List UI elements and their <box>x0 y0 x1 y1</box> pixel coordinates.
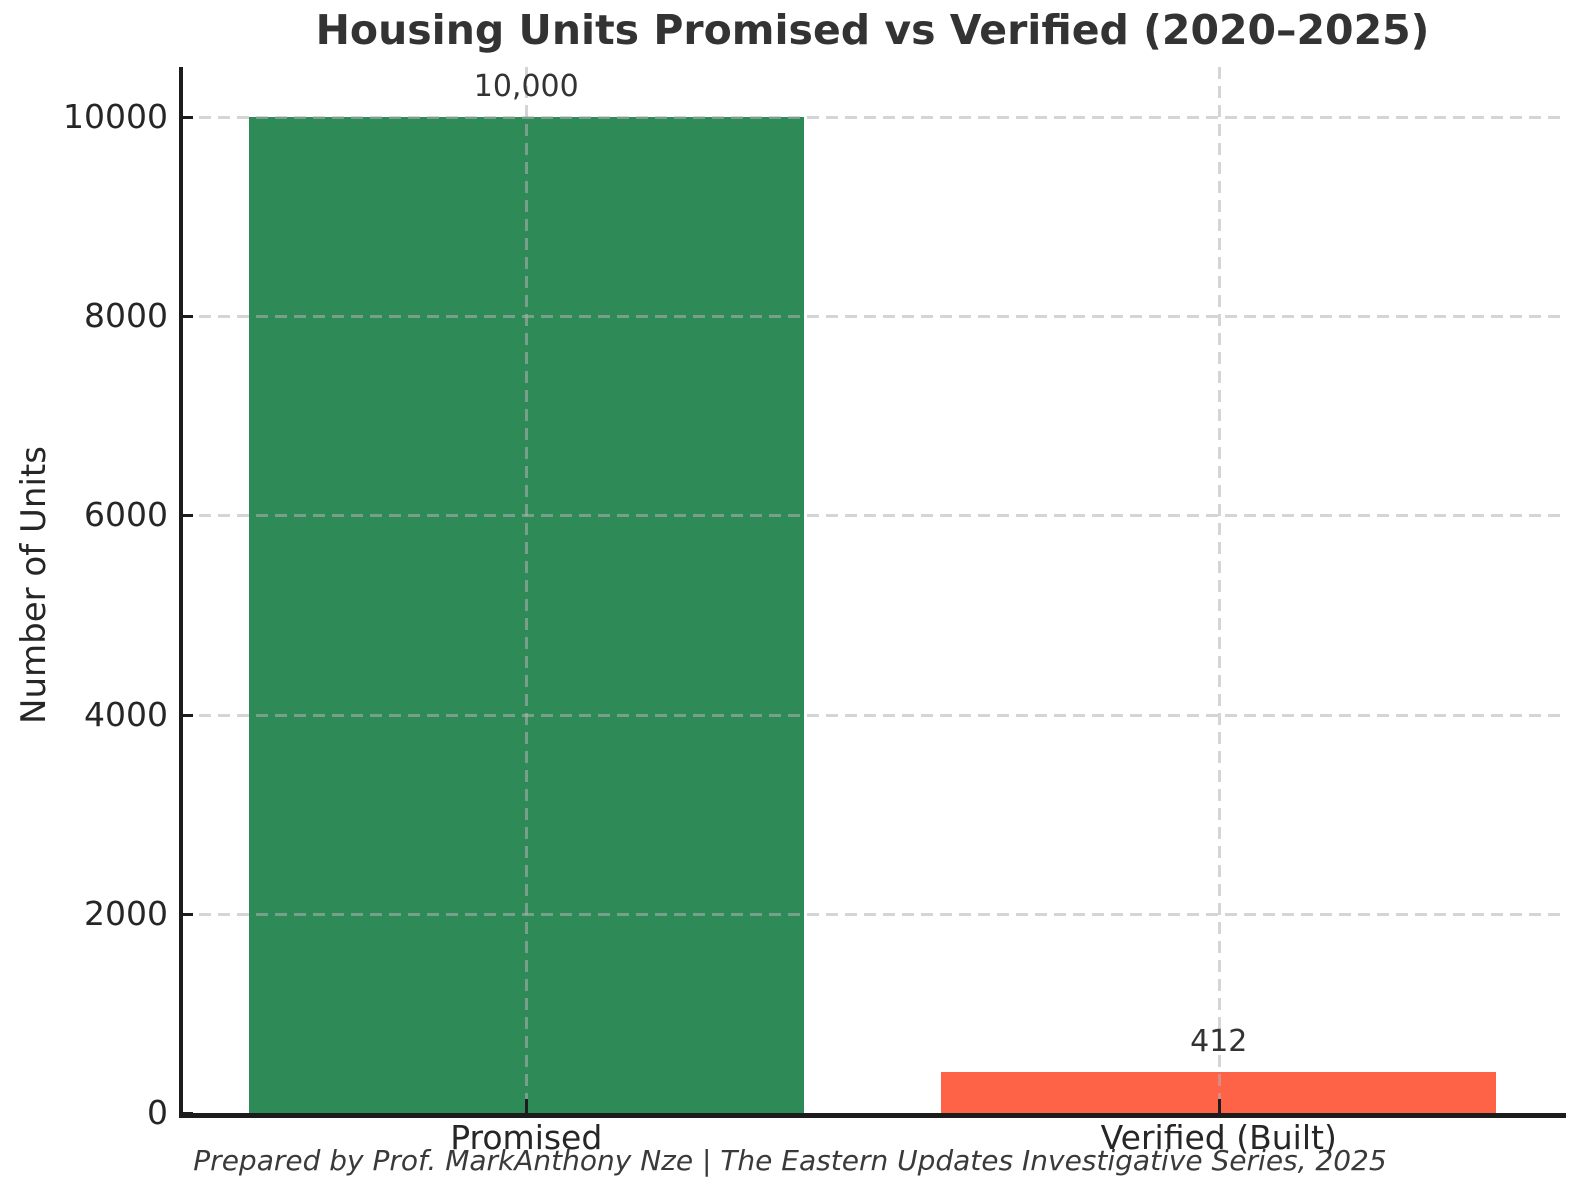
x-tick-mark <box>1217 1099 1221 1113</box>
x-tick-label: Promised <box>450 1118 603 1157</box>
bar-value-label: 10,000 <box>473 69 579 104</box>
grid-line-vertical <box>1217 67 1221 1113</box>
x-tick-mark <box>525 1099 529 1113</box>
y-tick-label: 6000 <box>84 495 168 535</box>
bar-value-label: 412 <box>1190 1024 1248 1059</box>
y-tick-mark <box>180 514 193 518</box>
y-tick-label: 8000 <box>84 296 168 336</box>
y-tick-mark <box>180 1112 193 1115</box>
plot-area: 10,000 412 <box>180 67 1565 1115</box>
y-tick-label: 0 <box>147 1093 168 1132</box>
y-tick-mark <box>180 116 193 119</box>
x-axis-line <box>179 1113 1566 1118</box>
y-tick-label: 10000 <box>63 97 168 136</box>
y-tick-mark <box>180 315 193 319</box>
y-axis-line <box>179 67 183 1118</box>
y-tick-mark <box>180 713 193 717</box>
chart-title: Housing Units Promised vs Verified (2020… <box>315 6 1430 54</box>
y-tick-label: 4000 <box>84 694 168 734</box>
y-axis-label: Number of Units <box>14 446 54 724</box>
footer-note: Prepared by Prof. MarkAnthony Nze | The … <box>193 1144 1387 1177</box>
x-tick-label: Verified (Built) <box>1100 1118 1337 1157</box>
bar-promised <box>248 117 804 1113</box>
y-tick-mark <box>180 912 193 916</box>
y-tick-label: 2000 <box>84 893 168 933</box>
